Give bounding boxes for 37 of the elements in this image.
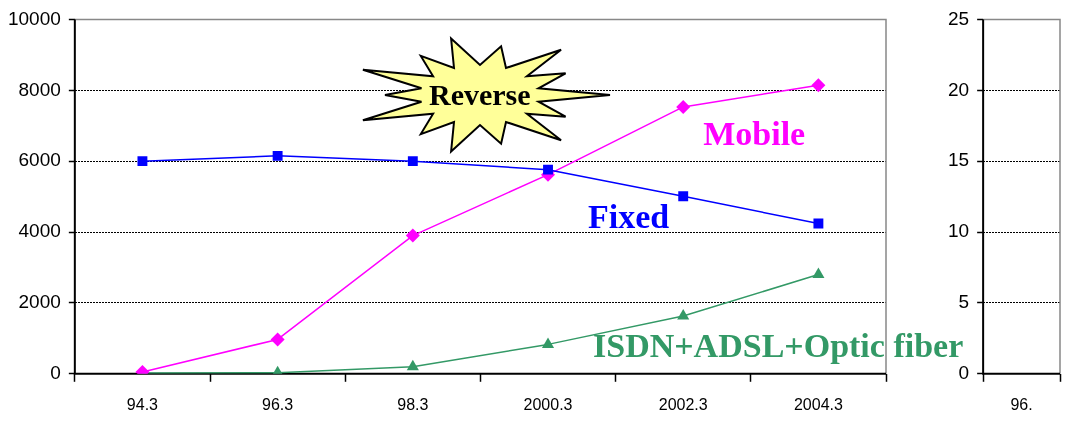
point [137,156,148,167]
point [405,228,420,243]
y-tick-label: 0 [50,362,61,384]
y-tick-label: 0 [958,362,970,384]
point [812,267,825,279]
x-tick-label: 94.3 [126,395,159,413]
y-tick-label: 4000 [18,220,61,242]
y-tick-label: 8000 [18,78,61,100]
point [678,191,689,202]
y-tick-label: 10000 [7,7,61,29]
x-tick-label: 98.3 [397,395,429,413]
series-label: Fixed [588,197,670,235]
y-tick-label: 6000 [18,149,61,171]
point [406,359,419,371]
point [541,337,555,348]
x-tick-label: 2002.3 [658,395,708,413]
y-tick-label: 20 [947,78,970,100]
x-tick-label: 2000.3 [523,395,573,413]
y-tick-label: 5 [958,291,970,313]
y-tick-label: 15 [947,149,970,171]
x-tick-label: 96.3 [262,395,294,413]
point [543,164,553,175]
y-tick-label: 25 [947,7,970,29]
point [813,218,824,229]
point [407,156,418,167]
annotation: Reverse [429,78,531,111]
y-tick-label: 10 [947,220,970,242]
series-label: ISDN+ADSL+Optic fiber [593,327,964,365]
point [676,99,691,114]
point [272,150,283,161]
y-tick-label: 2000 [18,291,61,313]
series-label: Mobile [703,114,806,152]
x-tick-label: 2004.3 [793,395,843,413]
point [270,332,285,347]
point [811,78,826,93]
point [677,309,690,320]
x-tick-label: 96. [1010,395,1033,413]
